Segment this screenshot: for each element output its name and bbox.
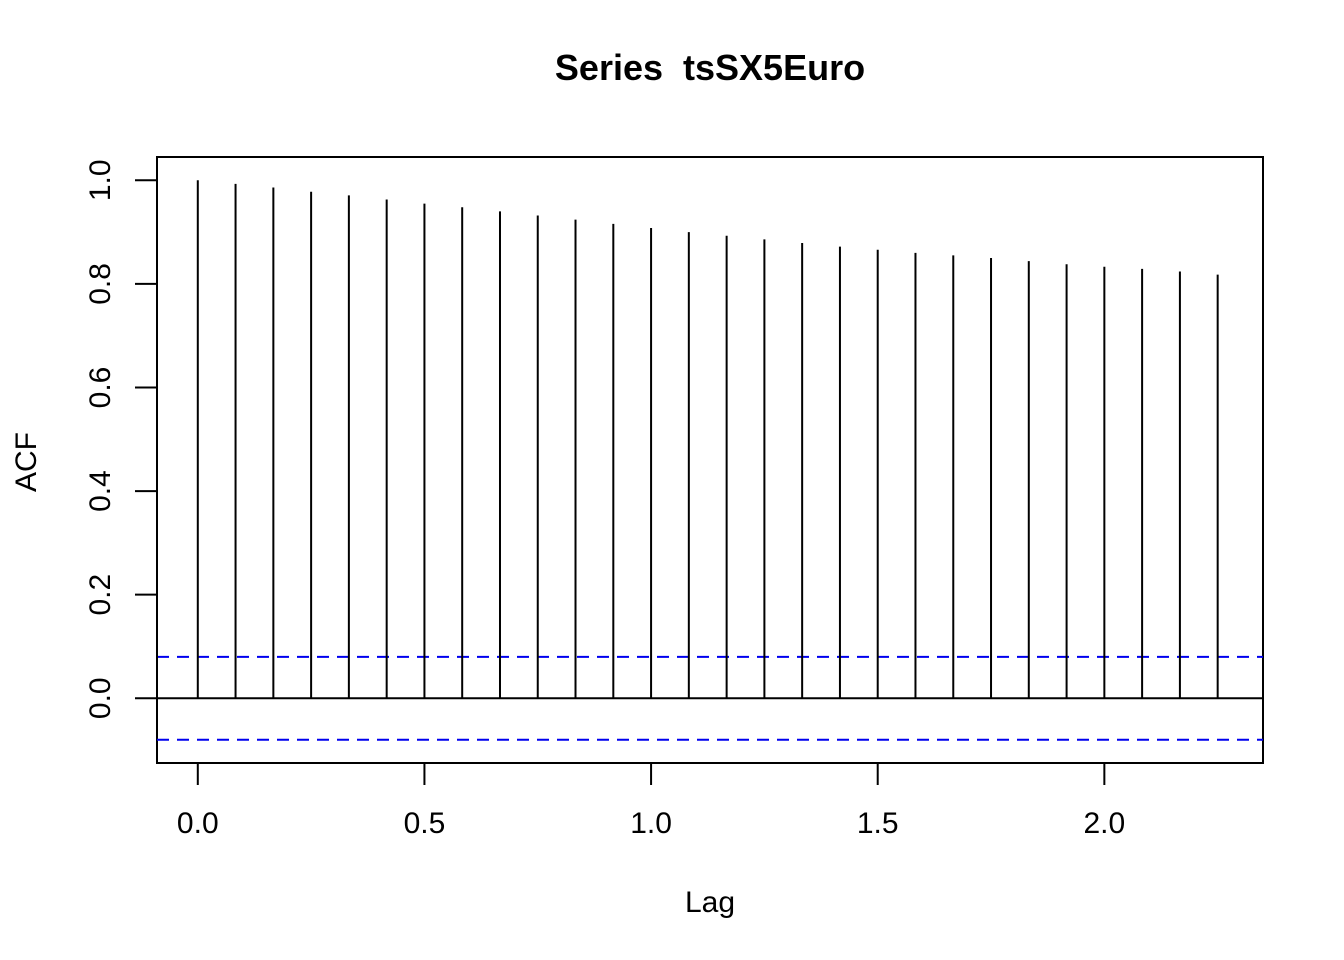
y-tick-label: 0.2 — [84, 574, 117, 616]
x-tick-label: 2.0 — [1083, 807, 1125, 840]
chart-title: Series tsSX5Euro — [555, 47, 865, 88]
y-tick-label: 0.4 — [84, 470, 117, 512]
x-axis-label: Lag — [685, 886, 735, 919]
y-tick-label: 0.8 — [84, 263, 117, 305]
x-tick-label: 0.5 — [404, 807, 446, 840]
plot-frame — [156, 156, 1264, 764]
y-tick-label: 1.0 — [84, 159, 117, 201]
x-tick-label: 1.5 — [857, 807, 899, 840]
y-tick-label: 0.0 — [84, 677, 117, 719]
x-tick-label: 1.0 — [630, 807, 672, 840]
plot-area: 0.0 0.5 1.0 1.5 2.0 0.0 0.2 0.4 0.6 0.8 1.0 — [84, 156, 1264, 840]
y-tick-label: 0.6 — [84, 367, 117, 409]
x-tick-label: 0.0 — [177, 807, 219, 840]
y-axis-label: ACF — [10, 432, 43, 492]
